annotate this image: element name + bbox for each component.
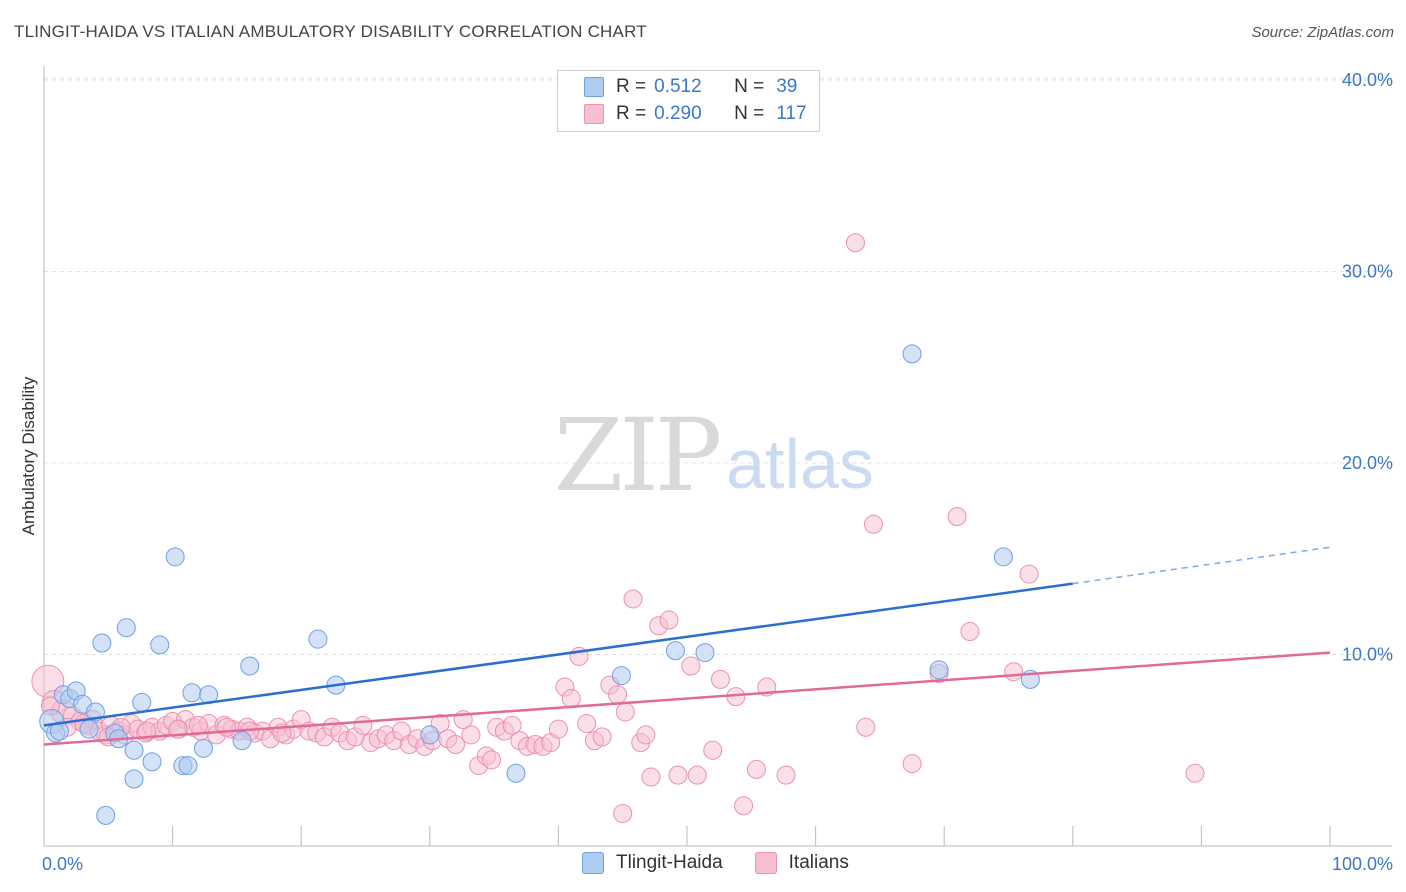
series-legend: Tlingit-Haida Italians: [582, 852, 881, 874]
italians-point: [217, 717, 237, 737]
tlingit-haida-point: [993, 547, 1013, 567]
watermark-atlas: atlas: [726, 425, 874, 503]
tlingit-haida-trend-line: [43, 582, 1073, 727]
tlingit-haida-point: [79, 719, 99, 739]
legend-r-label: R =: [616, 103, 647, 124]
x-tick-label: 0.0%: [42, 854, 83, 874]
tlingit-haida-point: [232, 731, 252, 751]
tlingit-haida-point: [124, 769, 144, 789]
italians-point: [608, 685, 628, 705]
axis-labels: 10.0% 20.0% 30.0% 40.0% 0.0% 100.0% Ambulatory…: [19, 70, 1393, 874]
italians-point: [561, 689, 581, 709]
italians-point: [613, 803, 633, 823]
italians-point: [502, 715, 522, 735]
tlingit-haida-trend-extension: [1072, 546, 1331, 585]
tlingit-haida-point: [193, 738, 213, 758]
trend-lines: [43, 546, 1331, 746]
italians-point: [863, 514, 883, 534]
tlingit-haida-point: [182, 683, 202, 703]
italians-point: [902, 754, 922, 774]
watermark-zip: ZIP: [554, 397, 719, 514]
legend-label-tlingit-haida: Tlingit-Haida: [616, 852, 723, 873]
italians-point: [592, 727, 612, 747]
stats-legend: R = 0.512 N = 39 R = 0.290 N = 117: [557, 70, 820, 132]
legend-swatch-pink: [584, 104, 604, 124]
tlingit-haida-point: [420, 725, 440, 745]
tlingit-haida-point: [165, 547, 185, 567]
italians-points: [31, 233, 1205, 823]
legend-r-value: 0.290: [654, 103, 702, 124]
italians-point: [623, 589, 643, 609]
italians-point: [482, 750, 502, 770]
legend-row-tlingit-haida: R = 0.512 N = 39: [558, 74, 797, 100]
italians-point: [1185, 763, 1205, 783]
tlingit-haida-point: [611, 666, 631, 686]
italians-point: [703, 740, 723, 760]
italians-point: [1019, 564, 1039, 584]
legend-swatch-blue: [584, 77, 604, 97]
legend-item-tlingit-haida: Tlingit-Haida: [582, 852, 723, 874]
tlingit-haida-point: [665, 641, 685, 661]
italians-point: [548, 719, 568, 739]
legend-n-value: 39: [776, 76, 798, 97]
source-label: Source: ZipAtlas.com: [1251, 24, 1394, 41]
y-tick-label: 30.0%: [1342, 262, 1393, 282]
tlingit-haida-point: [150, 635, 170, 655]
italians-trend-line: [43, 651, 1331, 746]
tlingit-haida-point: [929, 660, 949, 680]
tlingit-haida-point: [178, 756, 198, 776]
italians-point: [845, 233, 865, 253]
legend-swatch-pink: [754, 852, 777, 874]
italians-point: [577, 713, 597, 733]
y-axis-label: Ambulatory Disability: [19, 376, 38, 535]
italians-point: [746, 759, 766, 779]
legend-n-value: 117: [776, 103, 807, 124]
tlingit-haida-point: [116, 618, 136, 638]
legend-r-label: R =: [616, 76, 647, 97]
legend-item-italians: Italians: [754, 852, 849, 874]
tlingit-haida-point: [695, 643, 715, 663]
legend-swatch-blue: [582, 852, 604, 874]
x-tick-label: 100.0%: [1332, 854, 1393, 874]
italians-point: [687, 765, 707, 785]
italians-point: [960, 622, 980, 642]
italians-point: [353, 715, 373, 735]
tlingit-haida-point: [92, 633, 112, 653]
y-tick-label: 10.0%: [1342, 645, 1393, 665]
tlingit-haida-point: [132, 692, 152, 712]
legend-r-value: 0.512: [654, 76, 702, 97]
italians-point: [659, 610, 679, 630]
watermark: ZIP atlas: [554, 397, 874, 514]
italians-point: [641, 767, 661, 787]
legend-n-label: N =: [734, 76, 765, 97]
legend-n-label: N =: [734, 103, 765, 124]
italians-point: [615, 702, 635, 722]
legend-label-italians: Italians: [788, 852, 849, 873]
italians-point: [668, 765, 688, 785]
legend-row-italians: R = 0.290 N = 117: [558, 101, 807, 127]
italians-point: [1004, 662, 1024, 682]
italians-point: [636, 725, 656, 745]
gridlines: [44, 77, 1392, 655]
tlingit-haida-point: [240, 656, 260, 676]
italians-point: [856, 717, 876, 737]
italians-point: [734, 796, 754, 816]
tlingit-haida-point: [96, 805, 116, 825]
italians-point: [446, 735, 466, 755]
italians-point: [188, 715, 208, 735]
tlingit-haida-point: [142, 752, 162, 772]
chart-title: TLINGIT-HAIDA VS ITALIAN AMBULATORY DISA…: [14, 22, 647, 41]
tlingit-haida-point: [124, 740, 144, 760]
italians-point: [681, 656, 701, 676]
tlingit-haida-point: [308, 629, 328, 649]
italians-point: [776, 765, 796, 785]
y-tick-label: 20.0%: [1342, 453, 1393, 473]
tlingit-haida-point: [902, 344, 922, 364]
italians-point: [710, 669, 730, 689]
italians-point: [947, 507, 967, 527]
y-tick-label: 40.0%: [1342, 70, 1393, 90]
tlingit-haida-point: [506, 763, 526, 783]
italians-point: [461, 725, 481, 745]
